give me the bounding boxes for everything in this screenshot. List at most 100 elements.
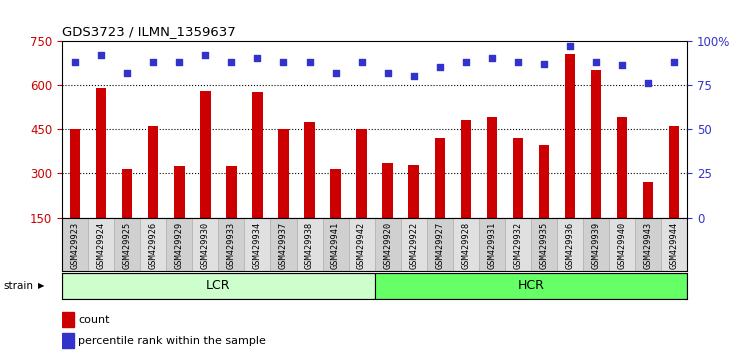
Bar xyxy=(357,129,367,262)
Bar xyxy=(479,218,505,271)
Bar xyxy=(531,218,557,271)
Bar xyxy=(557,218,583,271)
Bar xyxy=(192,218,219,271)
Bar xyxy=(270,218,297,271)
Bar xyxy=(148,126,159,262)
Text: LCR: LCR xyxy=(206,279,231,292)
Text: GSM429942: GSM429942 xyxy=(357,222,366,269)
Bar xyxy=(174,166,184,262)
Text: GSM429938: GSM429938 xyxy=(305,222,314,269)
Text: GSM429929: GSM429929 xyxy=(175,222,183,269)
Point xyxy=(643,80,654,86)
Point xyxy=(590,59,602,65)
Point xyxy=(148,59,159,65)
Bar xyxy=(401,218,427,271)
Bar xyxy=(452,218,479,271)
Bar xyxy=(62,273,374,299)
Point xyxy=(382,70,393,75)
Text: strain: strain xyxy=(4,281,34,291)
Bar xyxy=(114,218,140,271)
Text: GSM429932: GSM429932 xyxy=(513,222,523,269)
Text: GSM429927: GSM429927 xyxy=(435,222,444,269)
Point xyxy=(408,73,420,79)
Bar xyxy=(565,54,575,262)
Text: count: count xyxy=(78,315,110,325)
Text: GSM429941: GSM429941 xyxy=(331,222,340,269)
Point xyxy=(251,56,263,61)
Bar xyxy=(62,312,74,327)
Point xyxy=(538,61,550,67)
Text: GDS3723 / ILMN_1359637: GDS3723 / ILMN_1359637 xyxy=(62,25,236,38)
Bar xyxy=(167,218,192,271)
Bar xyxy=(382,163,393,262)
Bar xyxy=(226,166,237,262)
Bar xyxy=(409,165,419,262)
Bar xyxy=(279,129,289,262)
Bar xyxy=(669,126,679,262)
Bar xyxy=(96,88,107,262)
Point xyxy=(226,59,238,65)
Point xyxy=(512,59,523,65)
Text: GSM429930: GSM429930 xyxy=(201,222,210,269)
Bar xyxy=(539,145,549,262)
Text: GSM429926: GSM429926 xyxy=(149,222,158,269)
Bar xyxy=(609,218,635,271)
Text: GSM429936: GSM429936 xyxy=(566,222,575,269)
Bar xyxy=(304,122,315,262)
Point xyxy=(434,64,446,70)
Bar xyxy=(487,118,497,262)
Point xyxy=(564,43,576,49)
Bar xyxy=(88,218,114,271)
Text: percentile rank within the sample: percentile rank within the sample xyxy=(78,336,266,346)
Point xyxy=(668,59,680,65)
Point xyxy=(356,59,368,65)
Bar xyxy=(635,218,661,271)
Point xyxy=(95,52,107,58)
Bar xyxy=(661,218,687,271)
Point xyxy=(69,59,81,65)
Bar xyxy=(505,218,531,271)
Point xyxy=(278,59,289,65)
Point xyxy=(200,52,211,58)
Bar xyxy=(512,138,523,262)
Text: GSM429943: GSM429943 xyxy=(643,222,653,269)
Text: GSM429928: GSM429928 xyxy=(461,222,470,269)
Text: GSM429931: GSM429931 xyxy=(488,222,496,269)
Text: GSM429920: GSM429920 xyxy=(383,222,392,269)
Text: GSM429923: GSM429923 xyxy=(71,222,80,269)
Bar xyxy=(297,218,322,271)
Bar xyxy=(583,218,609,271)
Point xyxy=(486,56,498,61)
Text: GSM429924: GSM429924 xyxy=(96,222,106,269)
Point xyxy=(173,59,185,65)
Bar xyxy=(62,333,74,348)
Bar xyxy=(122,169,132,262)
Text: GSM429935: GSM429935 xyxy=(539,222,548,269)
Point xyxy=(330,70,341,75)
Bar xyxy=(322,218,349,271)
Bar xyxy=(461,120,471,262)
Bar xyxy=(244,218,270,271)
Bar xyxy=(252,92,262,262)
Point xyxy=(303,59,315,65)
Bar xyxy=(200,91,211,262)
Bar xyxy=(617,118,627,262)
Text: GSM429939: GSM429939 xyxy=(591,222,600,269)
Point xyxy=(460,59,471,65)
Bar xyxy=(374,218,401,271)
Bar xyxy=(219,218,244,271)
Bar xyxy=(349,218,374,271)
Bar xyxy=(70,129,80,262)
Bar xyxy=(140,218,167,271)
Text: GSM429925: GSM429925 xyxy=(123,222,132,269)
Text: GSM429933: GSM429933 xyxy=(227,222,236,269)
Text: GSM429940: GSM429940 xyxy=(618,222,626,269)
Text: GSM429922: GSM429922 xyxy=(409,222,418,269)
Bar xyxy=(643,182,654,262)
Bar xyxy=(591,70,601,262)
Text: GSM429937: GSM429937 xyxy=(279,222,288,269)
Text: ▶: ▶ xyxy=(38,281,45,290)
Bar xyxy=(434,138,445,262)
Point xyxy=(121,70,133,75)
Bar xyxy=(374,273,687,299)
